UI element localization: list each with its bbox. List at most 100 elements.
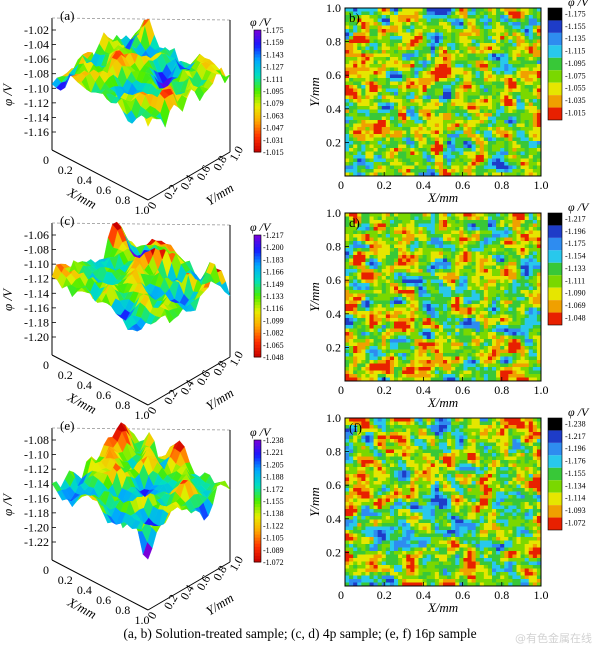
contour-cell bbox=[463, 265, 468, 270]
contour-cell bbox=[504, 286, 509, 291]
contour-cell bbox=[369, 137, 374, 142]
contour-cell bbox=[389, 307, 395, 312]
contour-cell bbox=[467, 71, 472, 75]
contour-cell bbox=[487, 328, 493, 333]
contour-cell bbox=[463, 18, 468, 23]
contour-cell bbox=[508, 102, 513, 107]
contour-cell bbox=[483, 137, 489, 142]
contour-cell bbox=[504, 165, 509, 170]
contour-cell bbox=[479, 50, 485, 54]
contour-cell bbox=[398, 32, 403, 37]
contour-cell bbox=[492, 269, 497, 273]
contour-cell bbox=[402, 172, 407, 177]
contour-cell bbox=[467, 234, 472, 238]
contour-cell bbox=[532, 304, 538, 308]
contour-cell bbox=[487, 127, 493, 131]
contour-cell bbox=[532, 25, 538, 30]
contour-cell bbox=[516, 279, 521, 284]
contour-cell bbox=[532, 293, 538, 298]
contour-cell bbox=[455, 11, 460, 16]
contour-cell bbox=[418, 162, 423, 166]
contour-cell bbox=[483, 237, 489, 242]
colorbar-band bbox=[254, 81, 261, 86]
contour-cell bbox=[451, 144, 456, 149]
contour-cell bbox=[459, 78, 464, 82]
contour-cell bbox=[345, 251, 350, 256]
contour-cell bbox=[451, 64, 456, 68]
contour-cell bbox=[500, 311, 505, 315]
contour-cell bbox=[443, 144, 448, 149]
contour-cell bbox=[536, 293, 542, 298]
contour-cell bbox=[492, 57, 497, 61]
contour-cell bbox=[349, 220, 354, 224]
contour-cell bbox=[381, 169, 387, 173]
contour-cell bbox=[487, 113, 493, 117]
contour-cell bbox=[377, 283, 383, 287]
contour-cell bbox=[381, 279, 387, 284]
contour-cell bbox=[394, 127, 399, 131]
contour-cell bbox=[532, 213, 538, 217]
contour-cell bbox=[410, 127, 415, 131]
contour-cell bbox=[508, 227, 513, 231]
contour-cell bbox=[487, 230, 493, 235]
contour-cell bbox=[418, 290, 423, 294]
contour-cell bbox=[487, 297, 493, 301]
contour-cell bbox=[357, 237, 362, 242]
contour-cell bbox=[528, 46, 534, 51]
contour-cell bbox=[443, 43, 448, 47]
contour-cell bbox=[422, 29, 428, 33]
contour-cell bbox=[524, 307, 530, 312]
contour-cell bbox=[467, 241, 472, 245]
contour-cell bbox=[345, 279, 350, 284]
contour-cell bbox=[532, 81, 538, 86]
contour-cell bbox=[443, 172, 448, 177]
contour-cell bbox=[500, 216, 505, 221]
contour-cell bbox=[349, 169, 354, 173]
contour-cell bbox=[455, 265, 460, 270]
contour-cell bbox=[418, 276, 423, 280]
contour-cell bbox=[508, 29, 513, 33]
contour-cell bbox=[365, 109, 370, 114]
contour-cell bbox=[402, 18, 407, 23]
contour-cell bbox=[406, 223, 411, 228]
contour-cell bbox=[508, 265, 513, 270]
contour-cell bbox=[463, 230, 468, 235]
contour-cell bbox=[451, 265, 456, 270]
contour-cell bbox=[434, 335, 440, 340]
contour-cell bbox=[483, 92, 489, 96]
contour-cell bbox=[434, 276, 440, 280]
colorbar-band bbox=[254, 54, 261, 58]
panel-letter: (c) bbox=[60, 213, 74, 228]
contour-cell bbox=[438, 46, 444, 51]
contour-cell bbox=[373, 32, 379, 37]
contour-cell bbox=[504, 36, 509, 40]
contour-cell bbox=[475, 71, 481, 75]
contour-cell bbox=[463, 141, 468, 145]
contour-cell bbox=[504, 109, 509, 114]
contour-cell bbox=[422, 92, 428, 96]
contour-cell bbox=[508, 120, 513, 124]
contour-cell bbox=[373, 74, 379, 79]
contour-cell bbox=[365, 321, 370, 326]
contour-cell bbox=[426, 106, 432, 110]
contour-cell bbox=[426, 102, 432, 107]
contour-cell bbox=[520, 169, 526, 173]
contour-cell bbox=[475, 328, 481, 333]
contour-cell bbox=[475, 272, 481, 277]
contour-cell bbox=[345, 116, 350, 121]
contour-cell bbox=[467, 255, 472, 259]
contour-cell bbox=[406, 328, 411, 333]
contour-cell bbox=[402, 307, 407, 312]
contour-cell bbox=[394, 18, 399, 23]
contour-cell bbox=[443, 141, 448, 145]
contour-cell bbox=[389, 102, 395, 107]
contour-cell bbox=[467, 230, 472, 235]
contour-cell bbox=[373, 213, 379, 217]
contour-cell bbox=[369, 43, 374, 47]
contour-cell bbox=[467, 15, 472, 19]
contour-cell bbox=[353, 297, 358, 301]
contour-cell bbox=[443, 60, 448, 65]
contour-cell bbox=[508, 25, 513, 30]
contour-cell bbox=[528, 318, 534, 322]
contour-cell bbox=[492, 165, 497, 170]
